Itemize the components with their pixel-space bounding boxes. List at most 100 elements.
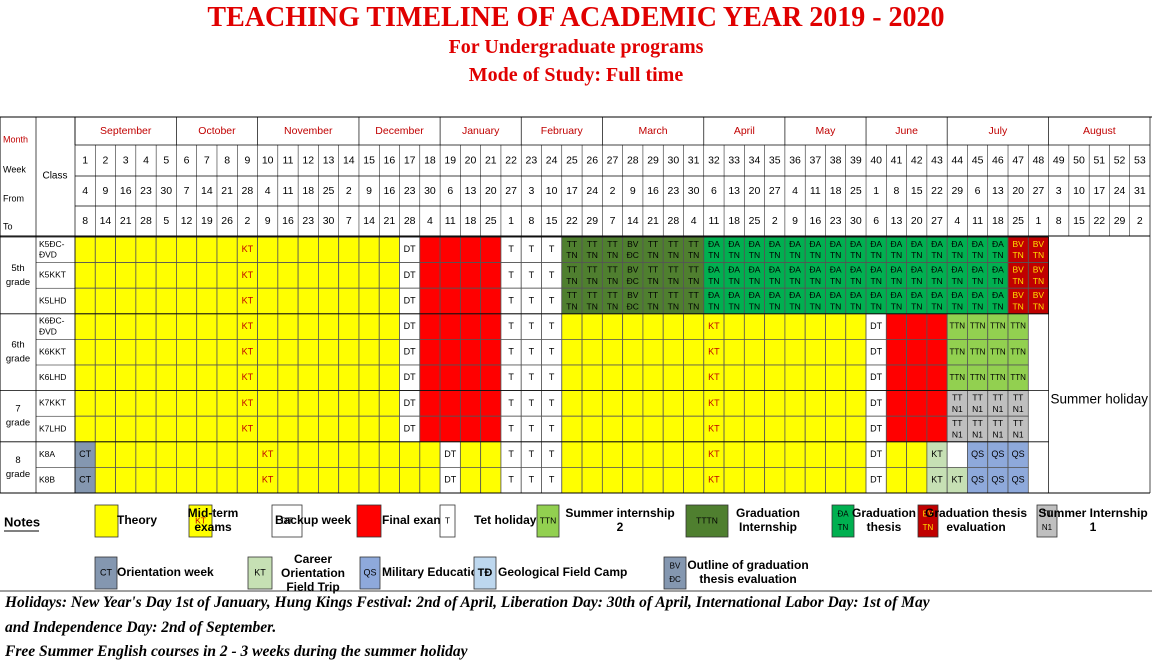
holidays-line-1: Holidays: New Year's Day 1st of January,… [5, 594, 930, 611]
from-date: 2 [346, 185, 352, 197]
schedule-cell [683, 415, 705, 443]
to-date: 20 [911, 215, 923, 227]
cell-code: TTN [1010, 347, 1026, 356]
schedule-cell [358, 390, 380, 417]
to-date: 14 [363, 215, 375, 227]
cell-code: TN [587, 301, 598, 311]
schedule-cell [926, 338, 948, 366]
from-date: 23 [668, 185, 680, 197]
cell-code: T [508, 398, 514, 408]
schedule-cell [317, 441, 340, 468]
cell-code: BV [1033, 239, 1045, 249]
cell-code: DT [404, 270, 416, 280]
cell-code: KT [708, 347, 720, 357]
schedule-cell [723, 338, 745, 366]
schedule-cell [581, 313, 603, 340]
schedule-cell [297, 364, 319, 392]
schedule-cell [338, 287, 360, 315]
week-number: 17 [404, 154, 416, 166]
legend-code: TN [923, 523, 934, 532]
cell-code: TN [688, 301, 699, 311]
row-label-week: Week [3, 164, 26, 174]
from-date: 1 [873, 185, 879, 197]
schedule-cell [358, 415, 380, 443]
cell-code: T [549, 398, 555, 408]
legend-swatch [94, 556, 118, 590]
cell-code: ĐA [728, 290, 740, 300]
from-date: 27 [769, 185, 781, 197]
grade-label: grade [6, 469, 30, 480]
schedule-cell [358, 466, 380, 494]
week-number: 18 [424, 154, 436, 166]
cell-code: TN [587, 250, 598, 260]
cell-code: TN [810, 301, 821, 311]
week-number: 23 [526, 154, 538, 166]
from-date: 11 [283, 185, 294, 197]
cell-code: T [508, 270, 514, 280]
schedule-cell [216, 390, 238, 417]
schedule-cell [135, 364, 157, 392]
cell-code: KT [242, 423, 254, 433]
to-date: 4 [691, 215, 697, 227]
legend-code: TĐ [478, 567, 493, 579]
from-date: 18 [302, 185, 314, 197]
to-date: 15 [1073, 215, 1085, 227]
cell-code: TN [789, 276, 800, 286]
to-date: 21 [120, 215, 132, 227]
cell-code: TN [830, 250, 841, 260]
cell-code: ĐA [789, 290, 801, 300]
schedule-cell [74, 415, 96, 443]
schedule-cell [845, 338, 867, 366]
from-date: 9 [103, 185, 109, 197]
week-number: 47 [1012, 154, 1024, 166]
from-date: 13 [728, 185, 740, 197]
legend-label: Career [294, 552, 332, 566]
schedule-cell [196, 466, 218, 494]
cell-code: ĐA [749, 239, 761, 249]
to-date: 7 [610, 215, 616, 227]
notes-label: Notes [4, 514, 40, 529]
schedule-cell [419, 415, 441, 443]
schedule-cell [257, 236, 279, 264]
month-label-may: May [816, 125, 837, 137]
legend-swatch [1036, 504, 1058, 538]
week-number: 25 [566, 154, 578, 166]
from-date: 4 [265, 185, 271, 197]
cell-code: T [508, 423, 514, 433]
cell-code: T [508, 347, 514, 357]
cell-code: TN [952, 276, 963, 286]
schedule-cell [155, 262, 177, 289]
cell-code: DT [870, 347, 882, 357]
cell-code: ĐA [850, 239, 862, 249]
to-date: 8 [82, 215, 88, 227]
to-date: 13 [891, 215, 903, 227]
schedule-cell [439, 313, 461, 340]
cell-code: TN [992, 276, 1003, 286]
schedule-cell [662, 415, 684, 443]
cell-code: TTN [950, 322, 966, 331]
cell-code: TT [567, 265, 577, 275]
schedule-cell [764, 364, 786, 392]
cell-code: DT [870, 475, 882, 485]
cell-code: ĐA [911, 290, 923, 300]
schedule-cell [845, 390, 867, 417]
from-date: 7 [184, 185, 190, 197]
week-number: 39 [850, 154, 862, 166]
from-date: 30 [688, 185, 700, 197]
legend-label: Geological Field Camp [498, 565, 627, 579]
cell-code: TN [952, 301, 963, 311]
cell-code: TTN [950, 373, 966, 382]
from-date: 20 [1012, 185, 1024, 197]
cell-code: ĐA [769, 290, 781, 300]
cell-code: DT [404, 244, 416, 254]
cell-code: TT [668, 290, 678, 300]
to-date: 14 [100, 215, 112, 227]
schedule-cell [662, 364, 684, 392]
schedule-cell [358, 364, 380, 392]
schedule-cell [601, 415, 624, 443]
cell-code: TN [1012, 301, 1023, 311]
schedule-cell [683, 338, 705, 366]
cell-code: BV [627, 265, 639, 275]
cell-code: TN [708, 250, 719, 260]
holidays-line-2: and Independence Day: 2nd of September. [5, 619, 277, 636]
